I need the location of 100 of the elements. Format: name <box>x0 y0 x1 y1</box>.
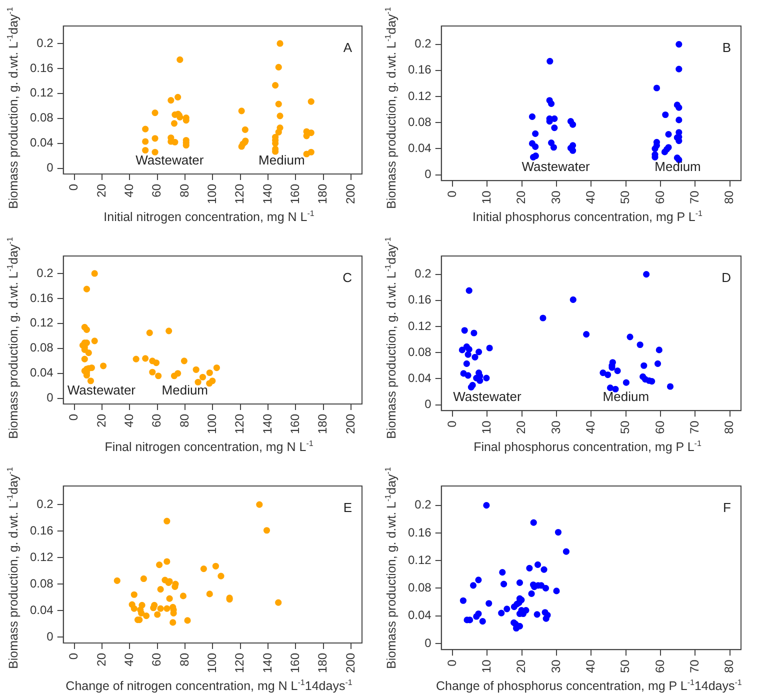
x-tick-label: 40 <box>122 184 136 198</box>
annotation: Medium <box>162 382 208 398</box>
annotation: Wastewater <box>453 389 522 404</box>
x-tick-label: 140 <box>260 184 274 204</box>
annotation: Wastewater <box>136 152 204 168</box>
x-tick-label: 0 <box>444 420 459 428</box>
annotation: Wastewater <box>522 159 591 174</box>
y-tick-label: 0.16 <box>408 525 432 540</box>
x-tick-label: 60 <box>150 184 164 198</box>
x-tick-label: 140 <box>260 414 274 434</box>
x-tick-label: 40 <box>122 652 136 666</box>
x-tick-label: 20 <box>514 420 528 434</box>
y-tick-label: 0.04 <box>30 602 54 617</box>
text: E <box>343 500 352 516</box>
y-tick-label: 0.08 <box>30 340 54 355</box>
x-tick-label: 160 <box>288 652 302 674</box>
x-tick-label: 140 <box>260 652 274 674</box>
y-tick-label: 0.12 <box>30 316 54 330</box>
y-tick-label: 0 <box>46 629 54 644</box>
text: D <box>722 270 731 286</box>
x-tick-label: 80 <box>722 190 736 204</box>
annotation: Medium <box>654 159 701 174</box>
y-tick-label: 0.08 <box>30 110 54 125</box>
y-tick-label: 0.2 <box>414 36 432 51</box>
x-tick-label: 100 <box>204 414 219 434</box>
x-tick-label: 60 <box>652 659 667 674</box>
x-tick-label: 50 <box>618 420 632 434</box>
x-tick-label: 80 <box>177 652 192 666</box>
x-axis-title: Change of nitrogen concentration, mg N L$^{-1}$14days$^{-1}$ <box>64 678 354 694</box>
x-axis-title: Final nitrogen concentration, mg N L$^{-1}$ <box>104 439 314 454</box>
x-tick-label: 60 <box>150 652 164 666</box>
x-tick-label: 20 <box>514 659 528 674</box>
y-tick-label: 0 <box>46 390 54 405</box>
x-tick-label: 50 <box>618 659 632 674</box>
x-tick-label: 180 <box>316 414 330 434</box>
y-tick-label: 0 <box>424 167 432 182</box>
annotation: Medium <box>258 152 305 168</box>
y-tick-label: 0.08 <box>408 580 432 595</box>
x-tick-label: 80 <box>722 420 736 434</box>
y-tick-label: 0.04 <box>30 136 54 150</box>
annotation: Medium <box>602 389 650 404</box>
x-tick-label: 100 <box>204 184 219 204</box>
x-tick-label: 0 <box>66 652 81 660</box>
y-tick-label: 0.12 <box>408 88 432 103</box>
y-tick-label: 0.16 <box>408 62 432 77</box>
y-tick-label: 0 <box>424 636 432 650</box>
annotation: Wastewater <box>67 382 136 398</box>
y-tick-label: 0.04 <box>408 140 432 155</box>
y-tick-label: 0.2 <box>414 266 432 281</box>
x-tick-label: 40 <box>583 659 598 674</box>
y-tick-label: 0.12 <box>408 318 432 333</box>
x-tick-label: 60 <box>652 190 667 204</box>
x-tick-label: 40 <box>122 414 136 428</box>
x-tick-label: 0 <box>66 184 81 191</box>
y-tick-label: 0.16 <box>408 292 432 307</box>
x-tick-label: 50 <box>618 190 632 204</box>
x-tick-label: 0 <box>444 190 459 198</box>
y-tick-label: 0.16 <box>30 523 54 538</box>
x-tick-label: 100 <box>204 652 219 674</box>
x-tick-label: 80 <box>177 414 192 428</box>
y-tick-label: 0.16 <box>30 60 54 75</box>
text: A <box>343 40 352 56</box>
y-tick-label: 0.12 <box>30 550 54 564</box>
x-tick-label: 80 <box>177 184 192 198</box>
x-tick-label: 200 <box>343 184 358 204</box>
x-tick-label: 200 <box>343 652 358 674</box>
y-tick-label: 0.08 <box>408 114 432 129</box>
x-tick-label: 70 <box>688 659 702 674</box>
y-tick-label: 0.04 <box>408 608 432 622</box>
x-tick-label: 80 <box>722 659 736 674</box>
x-tick-label: 10 <box>479 420 494 434</box>
x-tick-label: 180 <box>316 652 330 674</box>
x-tick-label: 180 <box>316 184 330 204</box>
x-tick-label: 10 <box>479 659 494 674</box>
x-axis-title: Initial nitrogen concentration, mg N L$^{-1}$ <box>102 209 316 224</box>
y-tick-label: 0 <box>46 160 54 175</box>
x-tick-label: 70 <box>688 420 702 434</box>
x-tick-label: 0 <box>66 414 81 421</box>
x-tick-label: 20 <box>514 190 528 204</box>
y-tick-label: 0.08 <box>30 576 54 590</box>
x-tick-label: 20 <box>94 652 108 666</box>
y-tick-label: 0.2 <box>36 36 54 50</box>
y-tick-label: 0.12 <box>30 86 54 100</box>
x-tick-label: 120 <box>232 184 247 204</box>
text: B <box>722 40 731 56</box>
x-tick-label: 60 <box>652 420 667 434</box>
x-tick-label: 0 <box>444 659 459 666</box>
y-tick-label: 0.08 <box>408 344 432 359</box>
text: F <box>723 500 732 516</box>
y-tick-label: 0.2 <box>36 266 54 280</box>
y-tick-label: 0.2 <box>36 496 54 511</box>
y-tick-label: 0 <box>424 397 432 412</box>
x-axis-title: Initial phosphorus concentration, mg P L$^{-1}$ <box>472 209 704 224</box>
y-tick-label: 0.16 <box>30 290 54 305</box>
x-tick-label: 70 <box>688 190 702 204</box>
text: C <box>342 270 352 286</box>
x-axis-title: Final phosphorus concentration, mg P L$^{-1}$ <box>472 439 702 454</box>
y-tick-label: 0.2 <box>414 498 432 512</box>
x-tick-label: 120 <box>232 414 247 434</box>
x-tick-label: 200 <box>343 414 358 434</box>
